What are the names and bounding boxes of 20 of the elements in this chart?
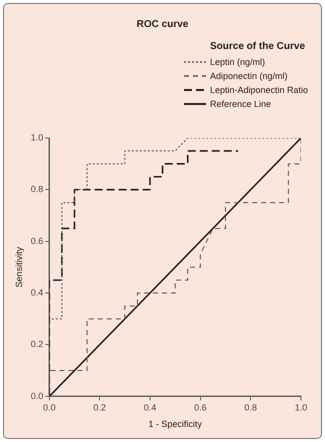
x-tick-label: 1.0: [294, 402, 308, 412]
y-tick-label: 0.8: [30, 184, 44, 194]
legend-label: Leptin (ng/ml): [210, 57, 266, 67]
x-tick-label: 0.6: [194, 402, 207, 412]
legend-label: Reference Line: [210, 99, 272, 109]
x-axis-title: 1 - Specificity: [148, 419, 202, 430]
legend-label: Leptin-Adiponectin Ratio: [210, 85, 308, 95]
x-tick-label: 0.8: [244, 402, 257, 412]
y-tick-label: 1.0: [30, 132, 44, 142]
legend-title: Source of the Curve: [210, 41, 306, 52]
chart-title: ROC curve: [136, 19, 190, 30]
y-tick-label: 0.6: [30, 236, 44, 246]
y-tick-label: 0.4: [30, 288, 44, 298]
x-tick-label: 0.2: [93, 402, 106, 412]
x-tick-label: 0.4: [144, 402, 156, 412]
y-axis-title: Sensitivity: [14, 246, 24, 288]
x-tick-label: 0.0: [43, 402, 56, 412]
y-tick-label: 0.0: [30, 390, 44, 401]
y-tick-label: 0.2: [30, 339, 44, 350]
legend-label: Adiponectin (ng/ml): [210, 71, 288, 81]
